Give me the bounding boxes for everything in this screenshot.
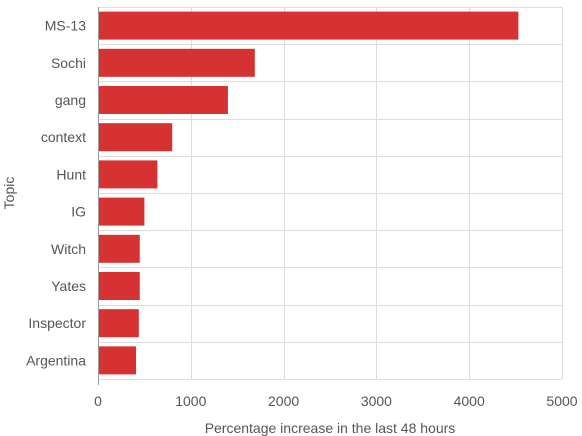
bar-ig [99, 197, 145, 226]
bar-hunt [99, 160, 158, 189]
bar-yates [99, 272, 140, 300]
y-tick-label: Sochi [51, 55, 86, 71]
x-tick-label: 0 [94, 393, 102, 409]
y-tick-label: Yates [51, 278, 86, 294]
y-tick-label: Hunt [56, 166, 86, 182]
y-tick-label: IG [71, 204, 86, 220]
y-tick-label: gang [55, 92, 86, 108]
bar-sochi [99, 48, 255, 77]
bar-witch [99, 234, 140, 263]
x-tick-label: 5000 [546, 393, 577, 409]
grid-lines [98, 7, 563, 380]
y-axis-title: Topic [1, 177, 17, 210]
bars-group [99, 11, 519, 375]
x-tick-labels: 0 1000 2000 3000 4000 5000 [94, 393, 578, 409]
bar-context [99, 123, 173, 152]
x-tick-label: 1000 [175, 393, 206, 409]
y-tick-label: Witch [51, 241, 86, 257]
y-tick-label: Inspector [28, 315, 86, 331]
y-tick-labels: MS-13 Sochi gang context Hunt IG Witch Yates Ins… [26, 18, 86, 369]
y-tick-label: Argentina [26, 352, 86, 368]
bar-inspector [99, 309, 139, 338]
y-tick-label: MS-13 [45, 18, 86, 34]
bar-ms-13 [99, 11, 519, 40]
x-tick-label: 3000 [361, 393, 392, 409]
y-tick-label: context [41, 129, 86, 145]
x-axis-title: Percentage increase in the last 48 hours [205, 420, 456, 436]
bar-argentina [99, 346, 137, 375]
bar-gang [99, 86, 228, 114]
x-tick-label: 2000 [268, 393, 299, 409]
x-tick-label: 4000 [454, 393, 485, 409]
